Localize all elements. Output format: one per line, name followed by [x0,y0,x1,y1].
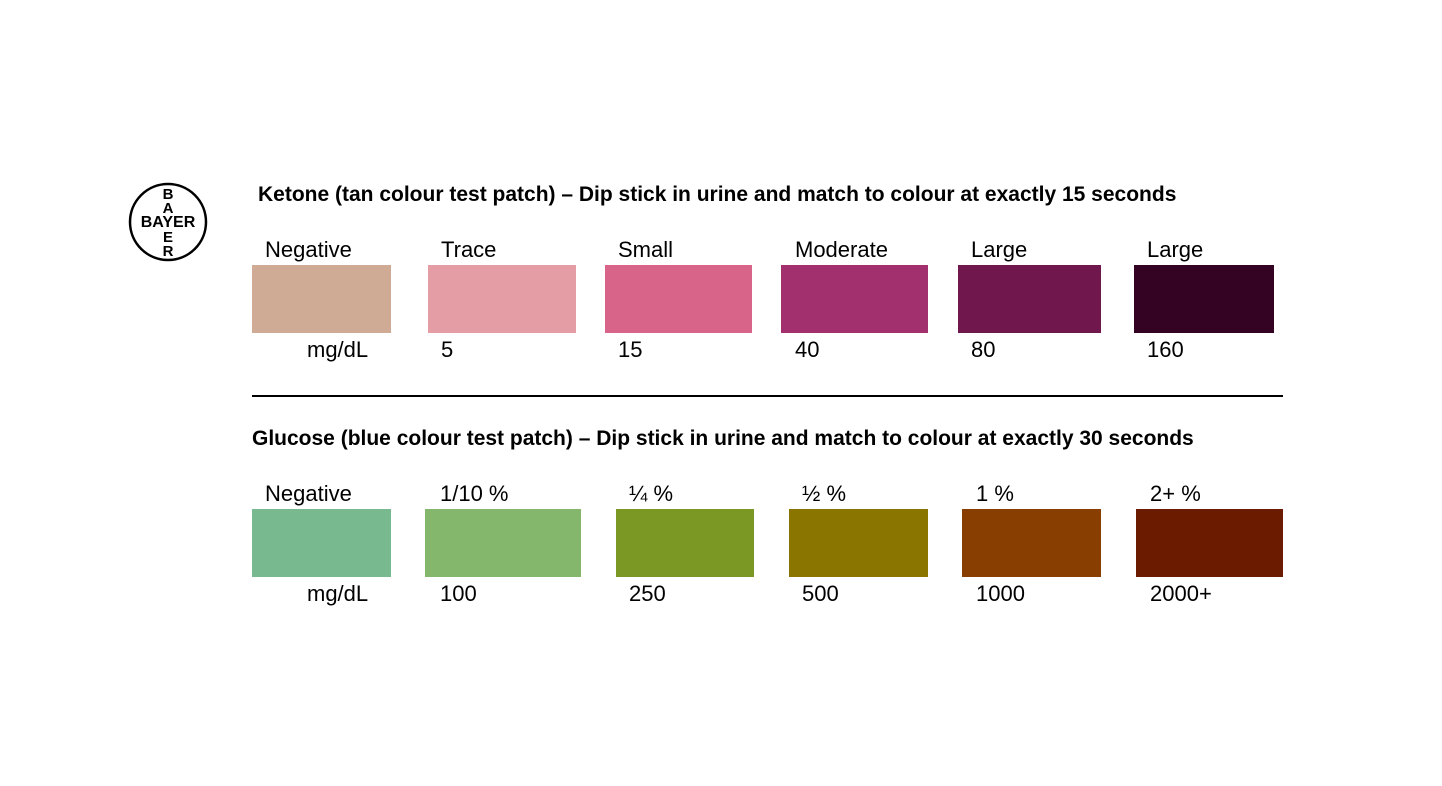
glucose-label: ¼ % [629,481,674,506]
ketone-unit: mg/dL [307,337,369,362]
glucose-color-swatch [789,509,928,577]
glucose-color-swatch [616,509,754,577]
ketone-label: Negative [265,237,352,262]
svg-text:BAYER: BAYER [141,214,196,231]
glucose-value: 500 [802,581,839,606]
glucose-value: 250 [629,581,666,606]
glucose-value: 1000 [976,581,1025,606]
ketone-label: Moderate [795,237,888,262]
ketone-color-swatch [252,265,391,333]
glucose-unit: mg/dL [307,581,369,606]
glucose-color-swatch [962,509,1101,577]
glucose-color-swatch [1136,509,1283,577]
ketone-value: 15 [618,337,643,362]
bayer-logo: B A BAYER E R [128,182,208,262]
glucose-value: 2000+ [1150,581,1212,606]
ketone-value: 5 [441,337,454,362]
ketone-label: Large [1147,237,1204,262]
glucose-label: Negative [265,481,352,506]
glucose-label: ½ % [802,481,847,506]
svg-text:R: R [163,243,174,260]
glucose-label: 1/10 % [440,481,509,506]
ketone-value: 160 [1147,337,1184,362]
ketone-label: Trace [441,237,497,262]
ketone-color-swatch [781,265,928,333]
glucose-label: 1 % [976,481,1014,506]
glucose-value: 100 [440,581,477,606]
ketone-color-swatch [428,265,576,333]
ketone-value: 80 [971,337,996,362]
ketone-title: Ketone (tan colour test patch) – Dip sti… [258,183,1177,206]
svg-text:A: A [163,200,174,217]
ketone-color-swatch [1134,265,1274,333]
glucose-title: Glucose (blue colour test patch) – Dip s… [252,427,1194,450]
glucose-label: 2+ % [1150,481,1201,506]
ketone-color-swatch [958,265,1101,333]
divider [252,395,1283,397]
glucose-color-swatch [252,509,391,577]
ketone-label: Small [618,237,674,262]
svg-text:B: B [163,186,174,203]
svg-text:E: E [163,229,173,246]
ketone-color-swatch [605,265,752,333]
ketone-label: Large [971,237,1028,262]
ketone-value: 40 [795,337,820,362]
glucose-color-swatch [425,509,581,577]
